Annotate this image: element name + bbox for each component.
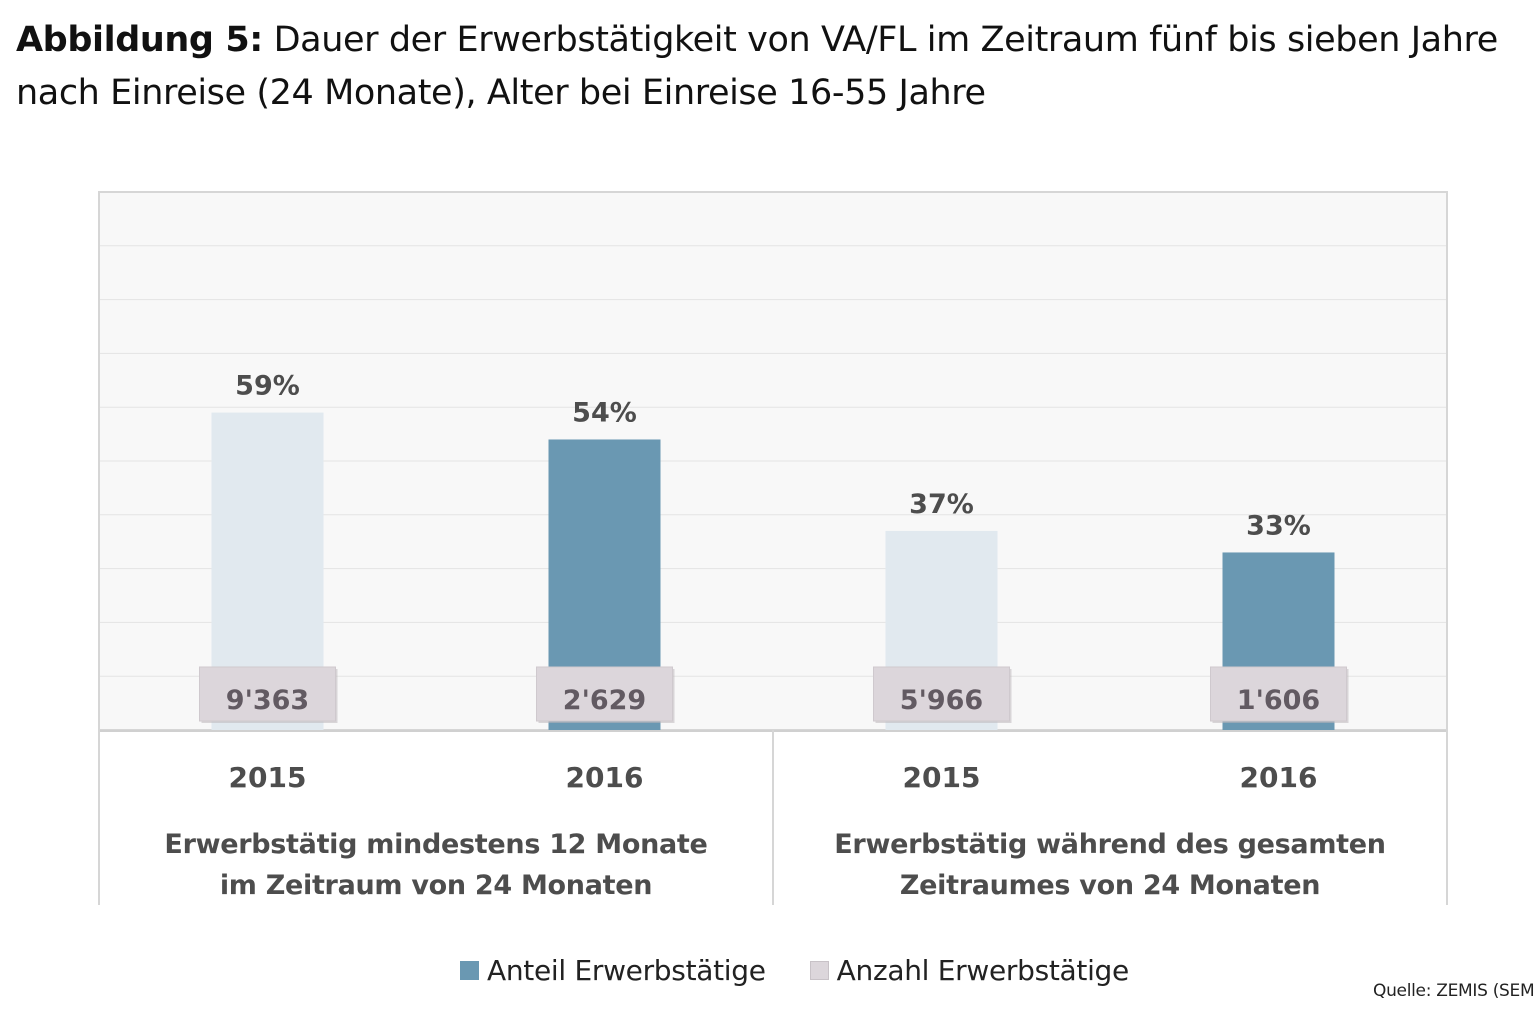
figure-number: Abbildung 5:	[16, 20, 263, 60]
count-label: 9'363	[226, 685, 309, 716]
group-label: Erwerbstätig während des gesamten	[834, 829, 1385, 860]
value-label: 33%	[1246, 510, 1311, 541]
count-label: 1'606	[1237, 685, 1320, 716]
count-box	[199, 666, 336, 722]
chart-title-text: Dauer der Erwerbstätigkeit von VA/FL im …	[16, 20, 1498, 113]
value-label: 37%	[909, 489, 974, 520]
legend-item-anzahl: Anzahl Erwerbstätige	[809, 953, 1130, 987]
year-tick-label: 2016	[566, 761, 644, 794]
count-box	[536, 666, 673, 722]
legend-item-anteil: Anteil Erwerbstätige	[460, 954, 766, 987]
value-label: 54%	[572, 397, 637, 428]
group-label: Zeitraumes von 24 Monaten	[900, 870, 1320, 901]
legend-label-anzahl: Anzahl Erwerbstätige	[836, 953, 1130, 987]
source-note: Quelle: ZEMIS (SEM	[1373, 981, 1535, 1001]
count-box	[873, 666, 1010, 722]
legend-label-anteil: Anteil Erwerbstätige	[487, 953, 766, 987]
group-label: Erwerbstätig mindestens 12 Monate	[164, 829, 707, 860]
group-label: im Zeitraum von 24 Monaten	[220, 870, 652, 901]
count-box	[1210, 666, 1347, 722]
chart-title: Abbildung 5: Dauer der Erwerbstätigkeit …	[16, 14, 1516, 120]
year-tick-label: 2016	[1240, 761, 1318, 794]
value-label: 59%	[235, 371, 300, 402]
year-tick-label: 2015	[903, 761, 981, 794]
legend-swatch-anteil	[460, 960, 479, 980]
count-label: 2'629	[563, 685, 646, 716]
legend-swatch-anzahl	[809, 960, 829, 980]
count-label: 5'966	[900, 685, 983, 716]
chart-legend: Anteil Erwerbstätige Anzahl Erwerbstätig…	[460, 950, 1173, 990]
year-tick-label: 2015	[229, 761, 307, 794]
